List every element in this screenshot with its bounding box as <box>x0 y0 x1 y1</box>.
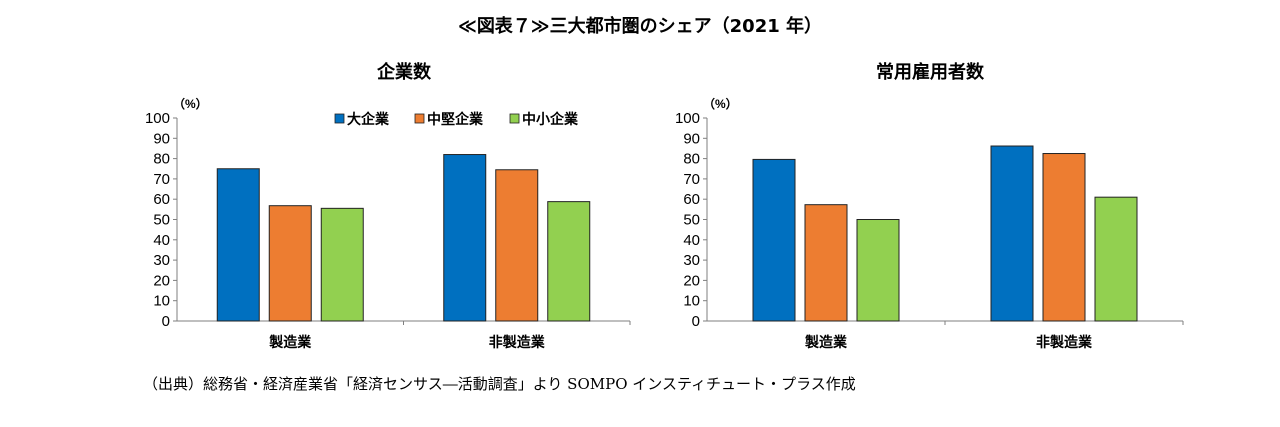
bar-中堅企業 <box>495 169 539 322</box>
y-tick-label: 70 <box>153 171 170 188</box>
figure-title: ≪図表７≫三大都市圏のシェア（2021 年） <box>457 16 823 37</box>
legend-swatch <box>509 113 520 124</box>
y-tick-label: 10 <box>153 293 170 310</box>
bar-中小企業 <box>547 201 591 322</box>
x-category-label: 製造業 <box>268 334 312 350</box>
bar-大企業 <box>216 168 260 322</box>
bar-中堅企業 <box>268 205 312 322</box>
y-axis-unit: （%） <box>703 96 738 111</box>
x-category-label: 非製造業 <box>1036 334 1093 350</box>
y-tick-label: 90 <box>683 130 700 147</box>
bar-中小企業 <box>856 219 900 322</box>
y-tick-label: 40 <box>683 232 700 249</box>
legend-label: 大企業 <box>347 111 390 127</box>
legend-label: 中小企業 <box>522 111 579 127</box>
y-tick-label: 30 <box>153 252 170 269</box>
bar-中小企業 <box>320 207 364 322</box>
y-tick-label: 90 <box>153 130 170 147</box>
legend-swatch <box>414 113 425 124</box>
y-tick-label: 70 <box>683 171 700 188</box>
y-tick-label: 100 <box>145 110 170 127</box>
legend-swatch <box>334 113 345 124</box>
y-tick-label: 20 <box>153 272 170 289</box>
y-tick-label: 60 <box>683 191 700 208</box>
chart-title-employees: 常用雇用者数 <box>876 62 984 83</box>
bar-大企業 <box>443 154 487 322</box>
y-tick-label: 50 <box>683 212 700 229</box>
y-tick-label: 80 <box>683 151 700 168</box>
y-tick-label: 10 <box>683 293 700 310</box>
y-tick-label: 40 <box>153 232 170 249</box>
x-category-label: 製造業 <box>804 334 848 350</box>
source-note: （出典）総務省・経済産業省「経済センサス―活動調査」より SOMPO インスティ… <box>143 375 856 393</box>
y-tick-label: 100 <box>675 110 700 127</box>
y-tick-label: 80 <box>153 151 170 168</box>
y-tick-label: 20 <box>683 272 700 289</box>
y-tick-label: 0 <box>692 313 700 330</box>
y-tick-label: 0 <box>162 313 170 330</box>
chart-title-companies: 企業数 <box>377 62 431 83</box>
bar-中堅企業 <box>1042 153 1086 322</box>
bar-大企業 <box>752 158 796 322</box>
bar-中堅企業 <box>804 204 848 322</box>
x-category-label: 非製造業 <box>489 334 546 350</box>
bar-大企業 <box>990 145 1034 322</box>
y-axis-unit: （%） <box>173 96 208 111</box>
y-tick-label: 50 <box>153 212 170 229</box>
y-tick-label: 60 <box>153 191 170 208</box>
y-tick-label: 30 <box>683 252 700 269</box>
legend-label: 中堅企業 <box>427 111 484 127</box>
bar-中小企業 <box>1094 196 1138 322</box>
